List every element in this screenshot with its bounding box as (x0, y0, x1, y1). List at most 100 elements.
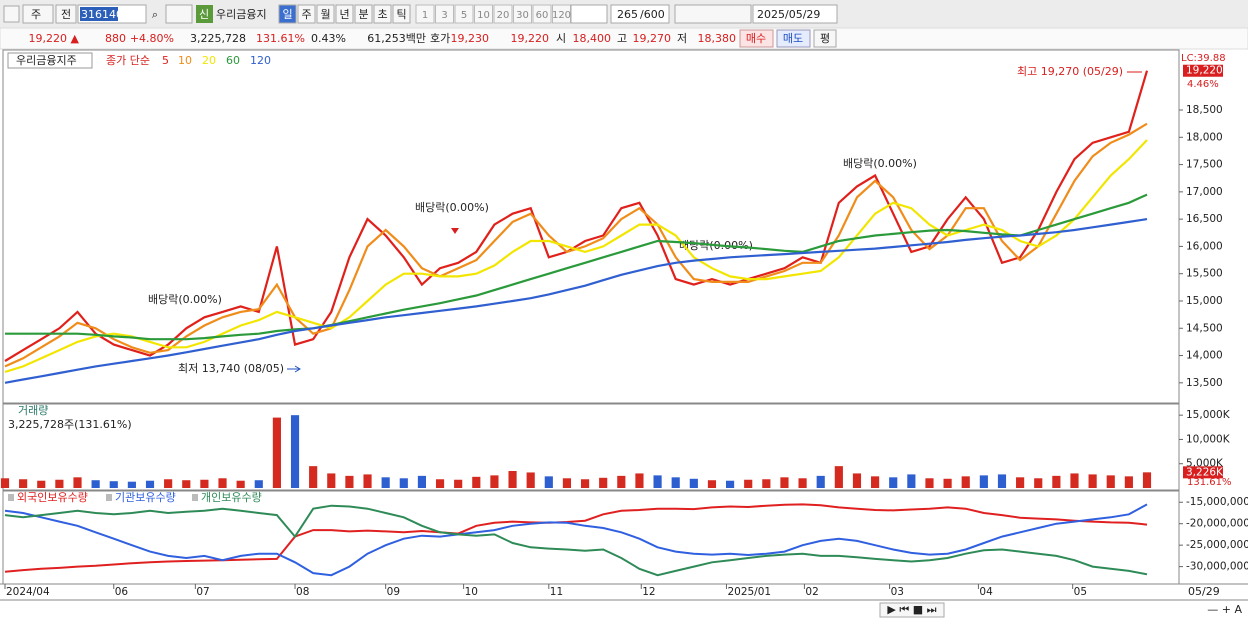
minute-button[interactable] (435, 4, 454, 24)
volume-bar (363, 474, 372, 488)
search-icon[interactable]: ⌕ (152, 8, 158, 21)
volume-bar (490, 475, 499, 488)
volume-bar (327, 473, 336, 488)
x-tick-label: 2024/04 (6, 586, 50, 598)
change: 880 (105, 32, 126, 45)
minute-button[interactable] (532, 4, 552, 24)
x-tick-label: 04 (979, 586, 993, 598)
interval-button[interactable] (278, 4, 297, 24)
minute-button[interactable] (415, 4, 435, 24)
volume-bar (961, 476, 970, 488)
buy-button[interactable] (739, 29, 774, 48)
y-tick-label: 15,500 (1186, 268, 1223, 280)
x-tick-label: 10 (465, 586, 478, 598)
volume-bar (0, 478, 10, 488)
stock-name: 우리금융지 (216, 8, 267, 21)
minute: 30 (516, 10, 529, 21)
series-line (4, 70, 1149, 362)
volume-bar (345, 475, 354, 488)
volume-bar (834, 466, 843, 488)
code-highlight (80, 7, 118, 21)
interval-button[interactable] (354, 4, 373, 24)
volume-bar (73, 477, 82, 488)
volume-bar (1106, 475, 1115, 488)
date-box[interactable] (752, 4, 838, 24)
volume-bar (309, 466, 318, 488)
volume-bar (109, 481, 118, 488)
tool-icons[interactable] (674, 4, 752, 24)
legend-entry: 개인보유수량 (201, 491, 262, 504)
volume-bar (290, 415, 300, 488)
current-label: 19,220 (1186, 65, 1223, 77)
menu-icon[interactable] (3, 5, 20, 23)
ask: 19,230 (451, 32, 490, 45)
interval-button[interactable] (392, 4, 411, 24)
low: 18,380 (698, 32, 737, 45)
interval-button[interactable] (316, 4, 335, 24)
volume-bar (562, 478, 572, 488)
minute: 1 (422, 10, 428, 21)
volume-bar (254, 480, 263, 488)
minute-button[interactable] (513, 4, 532, 24)
period: 주 (31, 8, 41, 21)
x-tick-label: 07 (196, 586, 209, 598)
zoom-icons[interactable]: — + A (1207, 603, 1242, 616)
y-tick-label: -15,000,000 (1186, 496, 1248, 508)
x-tick-label: 08 (296, 586, 309, 598)
y-tick-label: 13,500 (1186, 377, 1223, 389)
minute: 3 (441, 10, 447, 21)
buy: 매수 (746, 32, 766, 45)
volume-bar (907, 474, 916, 488)
count: 265 (617, 8, 638, 21)
volume-bar (164, 479, 173, 488)
quote-bar (0, 27, 1248, 50)
volume-bar (599, 477, 608, 488)
volume-bar (526, 472, 535, 488)
all-button[interactable] (55, 4, 77, 24)
eval: 평 (820, 32, 830, 45)
interval-button[interactable] (335, 4, 354, 24)
interval: 분 (358, 8, 368, 21)
bid: 19,220 (511, 32, 550, 45)
y-tick-label: 15,000K (1186, 409, 1231, 421)
volume-bar (816, 475, 825, 488)
interval-button[interactable] (297, 4, 316, 24)
volume-bar (454, 479, 463, 488)
interval: 주 (301, 8, 311, 21)
x-tick-label: 12 (642, 586, 655, 598)
panel-frames (0, 49, 1248, 601)
scroll-buttons[interactable] (879, 602, 945, 618)
legend-swatch (8, 494, 14, 501)
sound-button[interactable] (165, 4, 193, 24)
volume-bar (925, 478, 934, 488)
y-tick-label: 16,000 (1186, 240, 1223, 252)
eval-button[interactable] (813, 29, 837, 48)
lc: LC:39.88 (1181, 53, 1226, 64)
series-line (4, 504, 1148, 577)
minute-button[interactable] (474, 4, 493, 24)
high: 19,270 (633, 32, 672, 45)
sell-button[interactable] (776, 29, 811, 48)
volume-bar (979, 475, 988, 488)
legend-entry: 10 (178, 54, 192, 67)
volume-bar (780, 477, 789, 488)
bid-label: 호가 (430, 32, 450, 45)
sell: 매도 (783, 32, 803, 45)
minute-button[interactable] (493, 4, 513, 24)
credit-box[interactable] (196, 5, 213, 23)
count-box[interactable] (610, 4, 670, 24)
minute-button[interactable] (454, 4, 474, 24)
volume-bar (236, 480, 245, 488)
volume-bar (1142, 472, 1152, 488)
y-tick-label: 17,000 (1186, 186, 1223, 198)
volume-bar (871, 476, 880, 488)
combo[interactable] (570, 4, 608, 24)
interval-button[interactable] (373, 4, 392, 24)
period-select[interactable] (22, 4, 54, 24)
chart-title: 우리금융지주 (16, 54, 77, 67)
volume-bar (689, 478, 698, 488)
legend-entry: 60 (226, 54, 240, 67)
legend-swatch (192, 494, 198, 501)
